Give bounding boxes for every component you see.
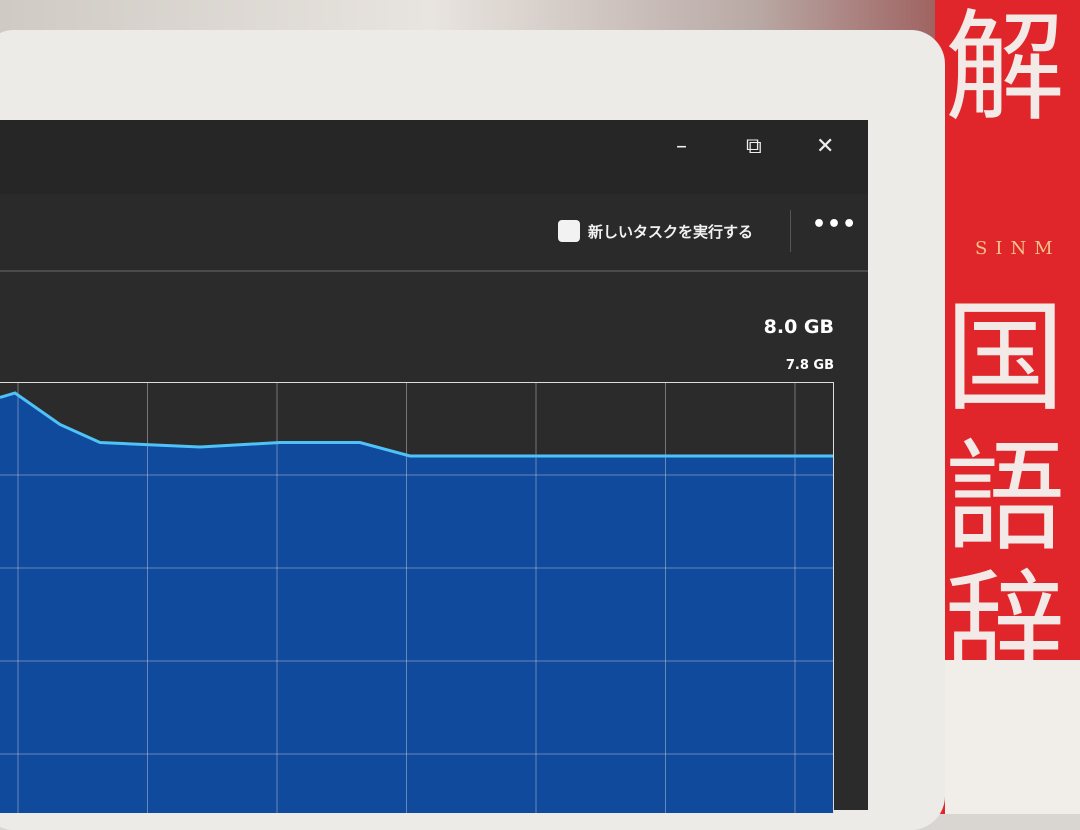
book: 解 国 語 辞 SINM bbox=[935, 0, 1080, 814]
command-bar: 新しいタスクを実行する ••• bbox=[0, 194, 868, 272]
restore-icon[interactable]: ⧉ bbox=[746, 134, 762, 159]
book-kanji: 解 bbox=[945, 0, 1065, 138]
usage-area bbox=[0, 393, 833, 813]
close-icon[interactable]: ✕ bbox=[816, 134, 835, 159]
memory-max-label: 8.0 GB bbox=[763, 316, 834, 338]
minimize-icon[interactable]: – bbox=[676, 134, 687, 159]
memory-usage-graph bbox=[0, 382, 834, 813]
book-kanji: 語 bbox=[945, 429, 1065, 568]
memory-current-label: 7.8 GB bbox=[785, 358, 834, 373]
run-new-task-button[interactable]: 新しいタスクを実行する bbox=[558, 220, 753, 242]
title-bar: – ⧉ ✕ bbox=[0, 120, 868, 194]
new-task-icon bbox=[558, 220, 580, 242]
run-new-task-label: 新しいタスクを実行する bbox=[588, 222, 754, 241]
book-label bbox=[945, 660, 1080, 814]
more-options-button[interactable]: ••• bbox=[812, 212, 858, 237]
divider bbox=[790, 210, 791, 252]
book-text: SINM bbox=[975, 238, 1061, 259]
book-kanji: 国 bbox=[945, 289, 1065, 428]
task-manager-window: – ⧉ ✕ 新しいタスクを実行する ••• 8.0 GB 7.8 GB bbox=[0, 120, 868, 813]
usage-line bbox=[0, 391, 833, 458]
